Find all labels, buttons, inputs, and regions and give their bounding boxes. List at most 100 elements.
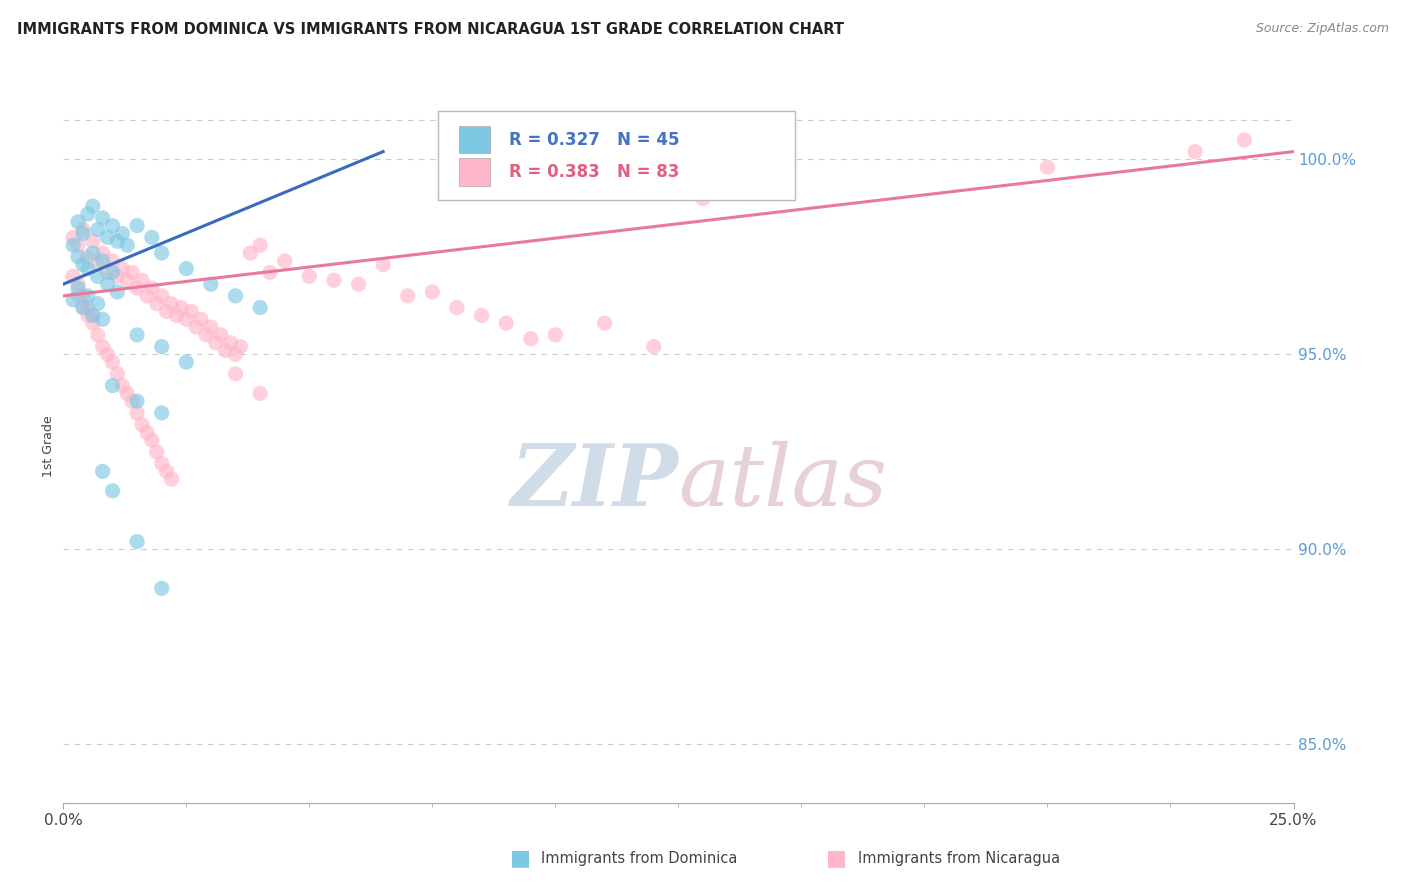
Point — [111, 261, 134, 276]
Point — [62, 269, 84, 284]
Point — [127, 281, 148, 295]
Point — [91, 211, 114, 225]
Point — [166, 309, 188, 323]
Text: R = 0.383   N = 83: R = 0.383 N = 83 — [509, 163, 679, 181]
Point — [76, 261, 98, 276]
Point — [205, 335, 228, 350]
Point — [1036, 160, 1059, 174]
Point — [194, 327, 217, 342]
FancyBboxPatch shape — [460, 127, 491, 153]
Text: atlas: atlas — [678, 441, 887, 523]
Point — [115, 273, 138, 287]
Point — [136, 425, 159, 440]
Point — [225, 347, 247, 361]
Point — [72, 301, 94, 315]
Point — [249, 301, 271, 315]
Point — [146, 445, 169, 459]
FancyBboxPatch shape — [439, 111, 796, 200]
Point — [76, 250, 98, 264]
Point — [62, 230, 84, 244]
Point — [470, 309, 494, 323]
Point — [225, 367, 247, 381]
Point — [692, 191, 714, 205]
Point — [323, 273, 346, 287]
Point — [495, 316, 517, 330]
Point — [121, 394, 143, 409]
Point — [200, 277, 222, 292]
Point — [101, 378, 124, 392]
Point — [155, 464, 177, 478]
Point — [101, 355, 124, 369]
Point — [150, 246, 173, 260]
Point — [87, 327, 110, 342]
Point — [127, 327, 148, 342]
Point — [170, 301, 193, 315]
Point — [174, 312, 197, 326]
Point — [347, 277, 370, 292]
Point — [82, 246, 104, 260]
Point — [91, 340, 114, 354]
Point — [160, 472, 183, 486]
Point — [82, 309, 104, 323]
Point — [115, 386, 138, 401]
Text: Source: ZipAtlas.com: Source: ZipAtlas.com — [1256, 22, 1389, 36]
Point — [298, 269, 321, 284]
Point — [229, 340, 252, 354]
Point — [446, 301, 468, 315]
Point — [127, 406, 148, 420]
Point — [91, 464, 114, 478]
Point — [121, 265, 143, 279]
Text: Immigrants from Dominica: Immigrants from Dominica — [541, 851, 738, 865]
Point — [544, 327, 567, 342]
Point — [174, 355, 197, 369]
Point — [76, 309, 98, 323]
Point — [72, 301, 94, 315]
Point — [62, 293, 84, 307]
Point — [180, 304, 202, 318]
Point — [101, 265, 124, 279]
Point — [111, 227, 134, 241]
Point — [141, 433, 163, 447]
Point — [155, 304, 177, 318]
Point — [107, 285, 129, 299]
Point — [101, 483, 124, 498]
Point — [111, 378, 134, 392]
Point — [107, 367, 129, 381]
Point — [107, 269, 129, 284]
Point — [127, 219, 148, 233]
Point — [146, 296, 169, 310]
Point — [67, 215, 90, 229]
Point — [593, 316, 616, 330]
Point — [72, 227, 94, 241]
Point — [273, 253, 295, 268]
Text: ■: ■ — [510, 848, 530, 868]
Point — [107, 234, 129, 248]
Text: Immigrants from Nicaragua: Immigrants from Nicaragua — [858, 851, 1060, 865]
Point — [131, 273, 153, 287]
Point — [87, 269, 110, 284]
Point — [101, 253, 124, 268]
Point — [219, 335, 242, 350]
Point — [101, 219, 124, 233]
Text: ■: ■ — [827, 848, 846, 868]
Point — [214, 343, 236, 358]
Point — [225, 289, 247, 303]
Point — [127, 394, 148, 409]
Point — [131, 417, 153, 432]
FancyBboxPatch shape — [460, 159, 491, 186]
Point — [87, 222, 110, 236]
Point — [127, 534, 148, 549]
Point — [150, 582, 173, 596]
Point — [422, 285, 444, 299]
Point — [76, 207, 98, 221]
Point — [67, 238, 90, 252]
Point — [76, 289, 98, 303]
Point — [520, 332, 543, 346]
Point — [1233, 133, 1256, 147]
Point — [72, 289, 94, 303]
Point — [87, 258, 110, 272]
Point — [136, 289, 159, 303]
Point — [643, 340, 665, 354]
Point — [72, 258, 94, 272]
Text: IMMIGRANTS FROM DOMINICA VS IMMIGRANTS FROM NICARAGUA 1ST GRADE CORRELATION CHAR: IMMIGRANTS FROM DOMINICA VS IMMIGRANTS F… — [17, 22, 844, 37]
